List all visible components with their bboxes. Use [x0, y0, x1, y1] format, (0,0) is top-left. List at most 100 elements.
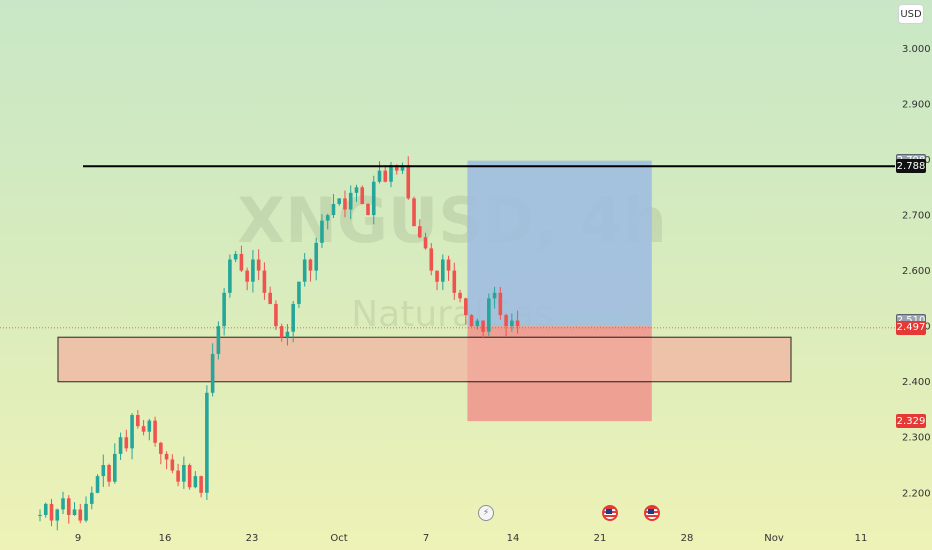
candle-body	[371, 181, 376, 216]
stop-price-label: 2.329	[896, 414, 926, 429]
bolt-icon[interactable]: ⚡	[478, 505, 495, 521]
candle-body	[274, 303, 278, 327]
candle-body	[331, 203, 336, 216]
x-tick-label: Nov	[764, 533, 784, 544]
candle-body	[256, 259, 261, 271]
candle-body	[72, 509, 77, 516]
candle-body	[251, 259, 255, 282]
candle-body	[95, 476, 100, 493]
x-tick-label: Oct	[330, 533, 347, 544]
y-tick-label: 2.600	[902, 266, 931, 277]
candle-body	[38, 515, 42, 517]
candle-body	[49, 503, 54, 521]
candle-body	[176, 470, 180, 482]
x-tick-label: 7	[423, 533, 429, 544]
candle-body	[262, 270, 267, 293]
candle-body	[233, 253, 238, 260]
x-tick-label: 21	[594, 533, 607, 544]
x-tick-label: 14	[507, 533, 520, 544]
candle-body	[159, 442, 163, 454]
candle-body	[417, 226, 422, 238]
x-tick-label: 16	[159, 533, 172, 544]
candle-body	[205, 392, 209, 493]
candle-body	[170, 459, 175, 471]
candle-body	[245, 270, 249, 282]
candle-body	[124, 437, 129, 449]
candle-body	[130, 415, 134, 449]
candle-body	[107, 465, 111, 482]
y-tick-label: 2.400	[902, 377, 931, 388]
candle-body	[279, 326, 284, 338]
x-tick-label: 28	[681, 533, 694, 544]
candle-body	[412, 198, 416, 227]
candle-body	[222, 292, 226, 327]
candle-body	[268, 292, 272, 304]
candle-body	[383, 170, 388, 182]
candle-body	[469, 315, 474, 327]
candle-body	[429, 248, 434, 271]
candle-body	[164, 453, 169, 460]
candle-body	[343, 198, 347, 210]
y-tick-label: 2.900	[902, 99, 931, 110]
candle-body	[389, 165, 393, 182]
candle-body	[504, 315, 508, 327]
line-layer[interactable]	[0, 165, 895, 329]
y-tick-label: 2.200	[902, 488, 931, 499]
candle-body	[113, 453, 117, 482]
candle-body	[228, 259, 232, 293]
candle-body	[55, 509, 60, 521]
candle-body	[297, 281, 301, 304]
last-price-label: 2.497	[896, 320, 926, 335]
candle-body	[187, 465, 192, 488]
candle-body	[481, 320, 485, 332]
candle-body	[400, 165, 405, 171]
candle-body	[78, 509, 83, 521]
candle-body	[394, 165, 399, 171]
candle-body	[360, 187, 365, 204]
time-axis[interactable]: 9 16 23 Oct 7 14 21 28 Nov 11	[75, 533, 868, 544]
currency-button[interactable]: USD	[898, 4, 924, 24]
candle-body	[182, 465, 186, 482]
candle-body	[101, 465, 106, 477]
candle-body	[498, 292, 503, 316]
candle-body	[308, 259, 313, 271]
candle-body	[406, 165, 411, 199]
candle-body	[193, 476, 198, 488]
y-tick-label: 2.300	[902, 433, 931, 444]
target-zone	[467, 160, 652, 327]
candle-body	[199, 476, 203, 493]
candles	[38, 156, 520, 531]
candle-body	[84, 503, 88, 521]
candle-body	[510, 320, 514, 327]
resistance-price-label: 2.788	[896, 159, 926, 174]
candle-body	[423, 237, 428, 249]
support-zone	[57, 336, 792, 383]
candle-body	[141, 426, 146, 432]
flag-icon[interactable]	[602, 505, 619, 521]
candle-body	[216, 326, 221, 354]
candle-body	[43, 503, 48, 516]
x-tick-label: 23	[246, 533, 259, 544]
candle-body	[440, 259, 445, 282]
candle-body	[136, 415, 140, 427]
y-tick-label: 2.700	[902, 211, 931, 222]
drawing-layer[interactable]	[57, 160, 792, 422]
x-tick-label: 11	[855, 533, 868, 544]
candle-body	[89, 492, 94, 504]
candle-body	[348, 192, 353, 210]
candle-body	[239, 253, 244, 271]
candle-body	[147, 420, 152, 432]
y-tick-label: 3.000	[902, 44, 931, 55]
flag-icon[interactable]	[643, 505, 660, 521]
candle-body	[475, 320, 480, 327]
candle-body	[291, 303, 295, 332]
candle-body	[458, 292, 462, 299]
candle-body	[153, 420, 157, 443]
x-tick-label: 9	[75, 533, 81, 544]
candle-body	[452, 270, 457, 293]
candle-body	[354, 187, 359, 193]
candle-body	[435, 270, 439, 282]
candle-body	[320, 220, 324, 243]
price-axis[interactable]: 3.0002.9002.8002.7002.6002.5002.4002.300…	[902, 44, 931, 499]
